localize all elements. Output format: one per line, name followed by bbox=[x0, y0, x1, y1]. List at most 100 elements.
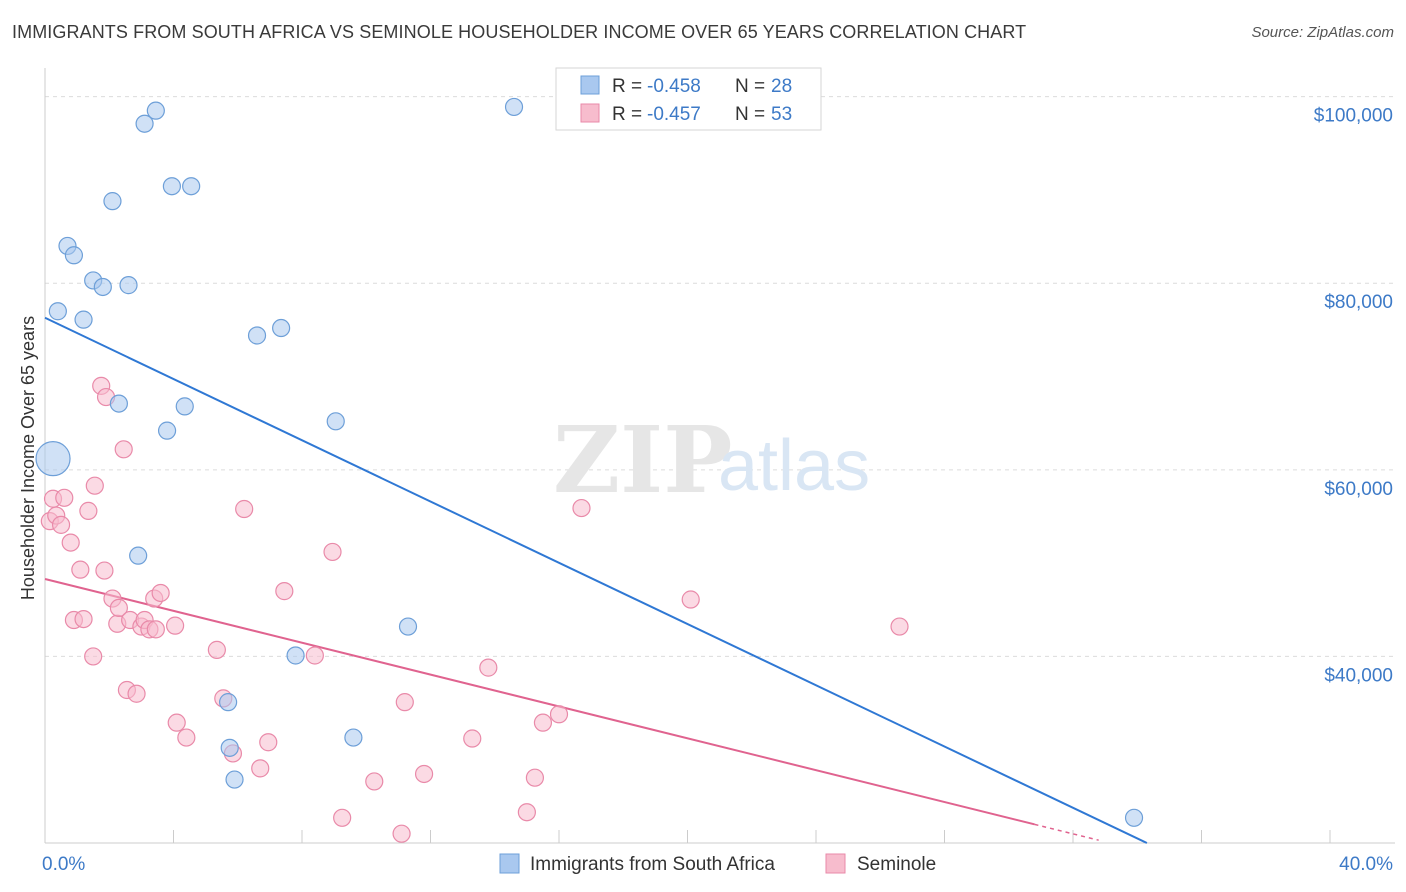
point-south-africa bbox=[182, 177, 201, 196]
point-south-africa bbox=[93, 277, 112, 297]
watermark-atlas: atlas bbox=[718, 426, 870, 506]
point-seminole bbox=[114, 440, 133, 459]
legend-r-label-1: R = bbox=[612, 76, 642, 97]
point-south-africa bbox=[74, 310, 93, 329]
point-seminole bbox=[235, 499, 254, 519]
point-seminole bbox=[109, 598, 128, 618]
watermark-zip: ZIP bbox=[553, 406, 732, 514]
y-tick-label: $40,000 bbox=[1324, 665, 1393, 686]
legend-n-value-1: 28 bbox=[771, 76, 792, 97]
point-seminole bbox=[127, 684, 146, 703]
point-seminole bbox=[890, 617, 909, 636]
legend-n-label-1: N = bbox=[735, 76, 765, 97]
point-seminole bbox=[251, 759, 270, 778]
y-tick-label: $80,000 bbox=[1324, 292, 1393, 313]
point-seminole bbox=[533, 713, 553, 732]
trend-line-seminole bbox=[44, 578, 1035, 826]
point-south-africa bbox=[219, 693, 238, 712]
point-seminole bbox=[51, 515, 71, 534]
point-seminole bbox=[572, 498, 591, 518]
point-south-africa bbox=[398, 617, 418, 636]
point-south-africa bbox=[35, 441, 71, 477]
grid-lines bbox=[45, 96, 1395, 657]
point-seminole bbox=[365, 772, 384, 791]
point-south-africa bbox=[162, 177, 181, 196]
point-south-africa bbox=[326, 412, 345, 431]
point-south-africa bbox=[146, 101, 165, 120]
x-tick-labels: 0.0% 40.0% bbox=[42, 854, 1393, 875]
point-seminole bbox=[71, 560, 90, 579]
point-south-africa bbox=[135, 114, 154, 133]
point-seminole bbox=[463, 729, 482, 748]
chart-title: IMMIGRANTS FROM SOUTH AFRICA VS SEMINOLE… bbox=[12, 22, 1027, 42]
point-south-africa bbox=[286, 646, 305, 665]
trend-line-south-africa bbox=[44, 316, 1148, 844]
point-seminole bbox=[167, 713, 186, 732]
point-south-africa bbox=[129, 546, 148, 565]
point-south-africa bbox=[220, 738, 239, 757]
point-seminole bbox=[79, 501, 98, 520]
x-tick-label: 0.0% bbox=[42, 854, 85, 875]
point-seminole bbox=[305, 646, 324, 665]
point-seminole bbox=[84, 647, 103, 666]
point-seminole bbox=[275, 582, 294, 601]
point-south-africa bbox=[175, 397, 194, 416]
point-seminole bbox=[517, 803, 536, 822]
point-seminole bbox=[479, 658, 498, 677]
legend-n-label-2: N = bbox=[735, 104, 765, 125]
point-seminole bbox=[395, 693, 414, 712]
point-seminole bbox=[681, 590, 700, 609]
point-seminole bbox=[525, 768, 545, 787]
point-seminole bbox=[61, 533, 80, 552]
bottom-legend-swatch-pink bbox=[825, 853, 846, 874]
correlation-legend: R = -0.458 N = 28 R = -0.457 N = 53 bbox=[555, 67, 822, 131]
point-seminole bbox=[95, 561, 114, 580]
point-seminole bbox=[166, 616, 185, 635]
bottom-legend: Immigrants from South Africa Seminole bbox=[499, 853, 936, 875]
point-south-africa bbox=[504, 97, 524, 117]
point-south-africa bbox=[247, 326, 267, 345]
chart-source: Source: ZipAtlas.com bbox=[1251, 24, 1394, 41]
point-seminole bbox=[207, 640, 226, 659]
point-seminole bbox=[85, 476, 104, 495]
y-tick-labels: $40,000 $60,000 $80,000 $100,000 bbox=[1314, 106, 1393, 687]
point-south-africa bbox=[225, 770, 244, 789]
trend-line-seminole-extension bbox=[1034, 823, 1099, 841]
legend-r-label-2: R = bbox=[612, 104, 642, 125]
point-seminole bbox=[333, 808, 352, 827]
y-axis-label: Householder Income Over 65 years bbox=[18, 316, 38, 600]
point-south-africa bbox=[48, 302, 67, 321]
point-seminole bbox=[392, 824, 411, 843]
point-south-africa bbox=[109, 394, 128, 413]
legend-r-value-2: -0.457 bbox=[647, 104, 701, 125]
trend-lines bbox=[44, 316, 1148, 844]
legend-swatch-blue bbox=[580, 75, 600, 95]
point-seminole bbox=[55, 488, 74, 507]
bottom-legend-label-blue: Immigrants from South Africa bbox=[530, 854, 775, 875]
point-south-africa bbox=[157, 421, 177, 440]
bottom-legend-label-pink: Seminole bbox=[857, 854, 936, 875]
data-points bbox=[35, 97, 1144, 843]
y-tick-label: $60,000 bbox=[1324, 479, 1393, 500]
point-south-africa bbox=[103, 192, 122, 211]
x-tick-label: 40.0% bbox=[1339, 854, 1393, 875]
legend-swatch-pink bbox=[580, 103, 600, 123]
bottom-legend-swatch-blue bbox=[499, 853, 520, 874]
point-south-africa bbox=[64, 246, 84, 265]
point-seminole bbox=[549, 705, 569, 724]
point-seminole bbox=[177, 728, 196, 747]
point-south-africa bbox=[344, 728, 363, 747]
legend-n-value-2: 53 bbox=[771, 104, 792, 125]
point-seminole bbox=[259, 733, 278, 752]
point-seminole bbox=[414, 764, 434, 784]
point-south-africa bbox=[272, 318, 291, 338]
legend-r-value-1: -0.458 bbox=[647, 76, 701, 97]
y-tick-label: $100,000 bbox=[1314, 106, 1393, 127]
point-seminole bbox=[323, 542, 342, 562]
point-seminole bbox=[74, 609, 93, 629]
point-south-africa bbox=[119, 276, 138, 295]
point-seminole bbox=[146, 620, 165, 639]
point-south-africa bbox=[1124, 808, 1144, 827]
point-seminole bbox=[151, 583, 170, 603]
